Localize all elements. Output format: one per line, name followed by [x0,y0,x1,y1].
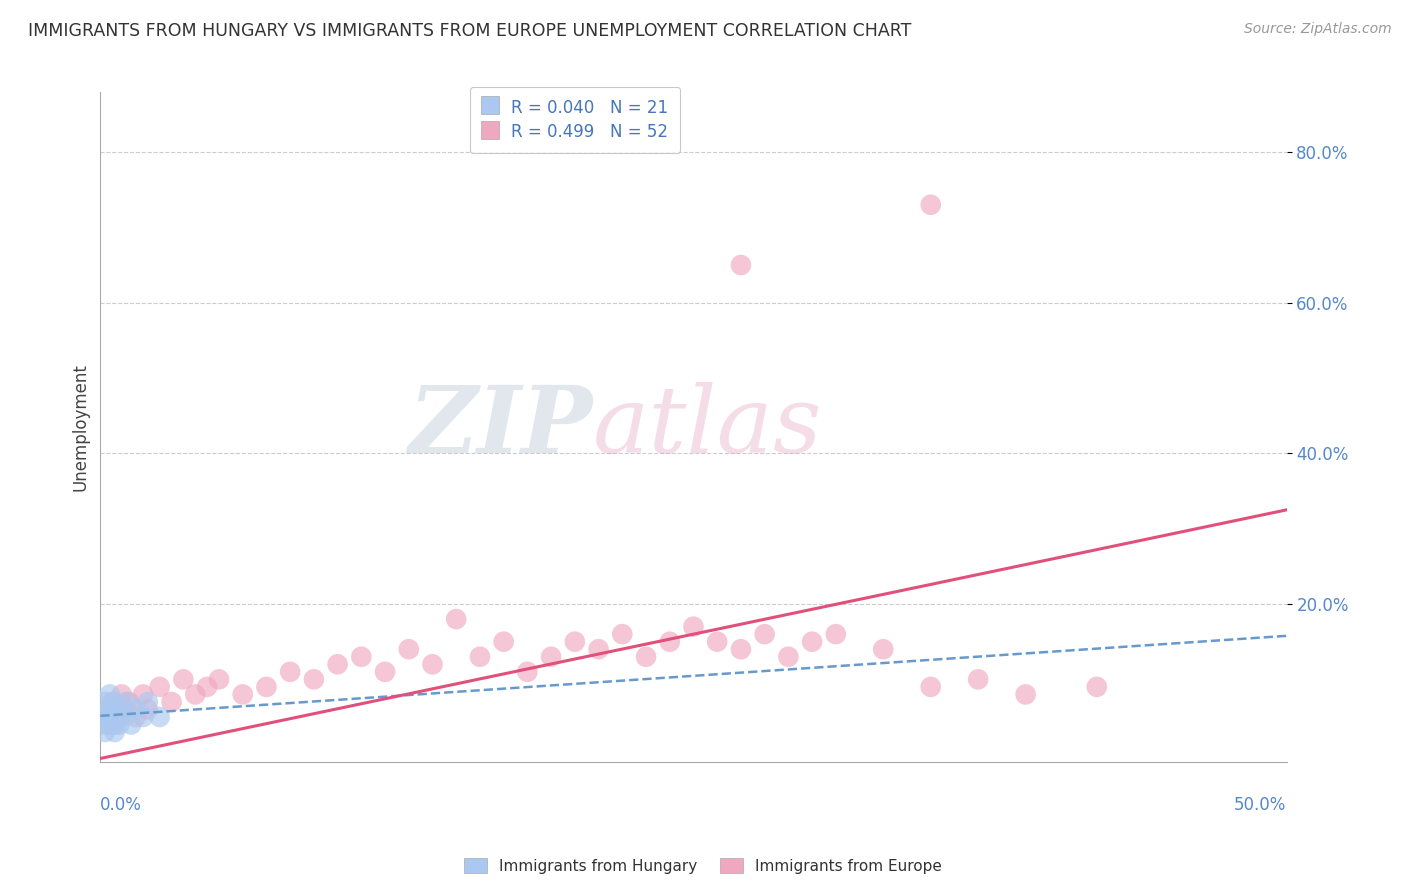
Point [115,695,138,709]
Point [112,702,135,716]
Point [612,627,634,641]
Point [634,649,657,664]
Point [967,673,990,687]
Point [132,710,155,724]
Point [682,619,704,633]
Point [105,710,128,724]
Point [540,649,562,664]
Point [208,673,231,687]
Point [94,717,117,731]
Legend: R = 0.040   N = 21, R = 0.499   N = 52: R = 0.040 N = 21, R = 0.499 N = 52 [470,87,681,153]
Point [658,634,681,648]
Point [184,687,207,701]
Point [706,634,728,648]
Text: Source: ZipAtlas.com: Source: ZipAtlas.com [1244,22,1392,37]
Point [468,649,491,664]
Point [516,665,538,679]
Point [98,687,121,701]
Point [103,717,125,731]
Point [492,634,515,648]
Point [564,634,586,648]
Y-axis label: Unemployment: Unemployment [72,363,89,491]
Point [1085,680,1108,694]
Point [120,717,142,731]
Point [111,687,134,701]
Point [326,657,349,672]
Point [398,642,420,657]
Point [278,665,301,679]
Point [232,687,254,701]
Point [1014,687,1036,701]
Point [422,657,444,672]
Point [920,680,942,694]
Text: 50.0%: 50.0% [1234,796,1286,814]
Point [872,642,894,657]
Point [101,702,124,716]
Point [254,680,277,694]
Point [98,710,121,724]
Point [101,695,124,709]
Point [118,695,141,709]
Point [588,642,610,657]
Point [103,695,125,709]
Point [112,710,135,724]
Point [824,627,846,641]
Point [96,702,118,716]
Point [108,710,131,724]
Point [111,702,134,716]
Point [778,649,800,664]
Point [132,687,155,701]
Point [374,665,396,679]
Point [444,612,467,626]
Point [302,673,325,687]
Text: IMMIGRANTS FROM HUNGARY VS IMMIGRANTS FROM EUROPE UNEMPLOYMENT CORRELATION CHART: IMMIGRANTS FROM HUNGARY VS IMMIGRANTS FR… [28,22,911,40]
Point [195,680,218,694]
Point [96,717,118,731]
Point [149,710,172,724]
Point [96,702,118,716]
Point [801,634,824,648]
Point [105,702,128,716]
Point [136,702,159,716]
Point [754,627,776,641]
Point [94,695,117,709]
Text: 0.0%: 0.0% [100,796,142,814]
Point [149,680,172,694]
Point [101,717,124,731]
Point [730,642,752,657]
Point [136,695,159,709]
Point [350,649,373,664]
Point [98,710,121,724]
Point [125,702,148,716]
Point [108,717,131,731]
Point [94,725,117,739]
Point [91,710,114,724]
Point [125,710,148,724]
Point [160,695,183,709]
Text: ZIP: ZIP [408,382,593,472]
Text: atlas: atlas [593,382,823,472]
Point [920,198,942,212]
Point [172,673,194,687]
Point [103,725,125,739]
Legend: Immigrants from Hungary, Immigrants from Europe: Immigrants from Hungary, Immigrants from… [458,852,948,880]
Point [730,258,752,272]
